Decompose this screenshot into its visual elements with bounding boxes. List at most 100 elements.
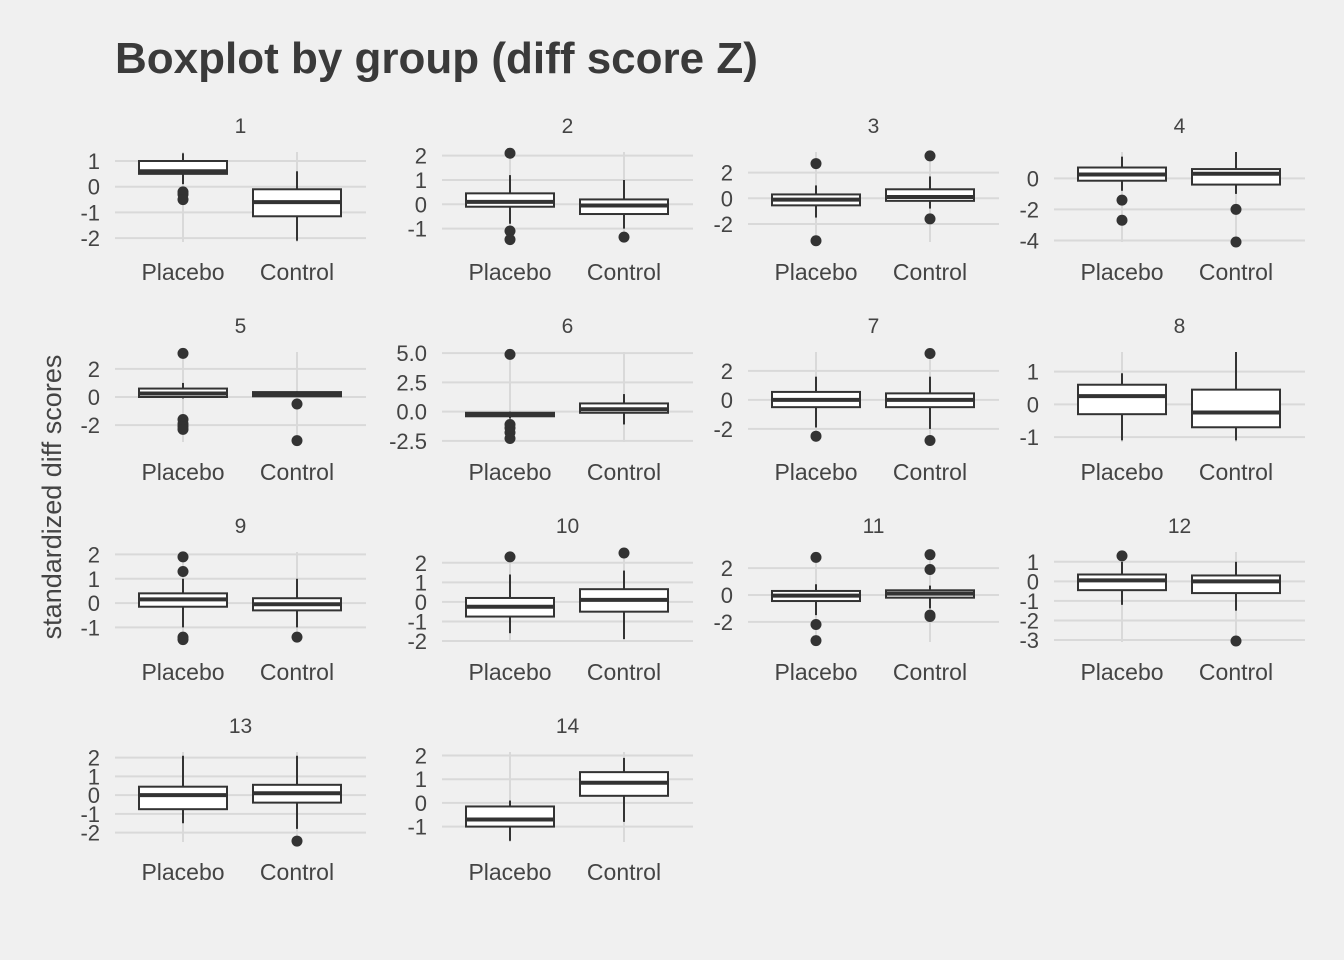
facet-strip-label: 13: [229, 715, 252, 738]
box-placebo: [771, 376, 861, 442]
box-control: [252, 755, 342, 847]
y-tick-label: 1: [1027, 360, 1039, 385]
box-placebo: [771, 158, 861, 247]
facet-panel-14: 14 210-1 Placebo Control: [407, 715, 693, 885]
x-category-label-control: Control: [260, 259, 334, 285]
facet-panel-9: 9 210-1 Placebo Control: [80, 515, 366, 685]
y-tick-label: -2: [407, 629, 427, 654]
box-placebo: [771, 551, 861, 647]
box-control: [1191, 152, 1281, 248]
y-tick-label: -1: [80, 200, 100, 225]
outlier-point: [810, 619, 822, 631]
box-iqr: [1191, 574, 1281, 595]
outlier-point: [618, 231, 630, 243]
box-iqr: [465, 805, 555, 828]
outlier-point: [504, 432, 516, 444]
outlier-point: [1230, 635, 1242, 647]
outlier-point: [291, 398, 303, 410]
y-tick-label: 2: [88, 746, 100, 771]
outlier-point: [924, 150, 936, 162]
outlier-point: [177, 551, 189, 563]
y-tick-label: 2: [721, 359, 733, 384]
y-tick-label: -2: [1019, 197, 1039, 222]
x-category-label-control: Control: [587, 259, 661, 285]
x-category-label-placebo: Placebo: [774, 659, 857, 685]
outlier-point: [1116, 550, 1128, 562]
outlier-point: [924, 563, 936, 575]
facet-strip-label: 6: [562, 315, 574, 338]
y-tick-label: 2.5: [396, 370, 427, 395]
y-tick-label: 1: [415, 570, 427, 595]
outlier-point: [810, 430, 822, 442]
outlier-point: [177, 423, 189, 435]
y-tick-label: -1: [407, 815, 427, 840]
facet-panel-4: 4 0 -2 -4 Placebo Control: [1019, 115, 1305, 285]
box-placebo: [1077, 156, 1167, 226]
y-tick-label: -2: [713, 610, 733, 635]
facet-strip-label: 2: [562, 115, 574, 138]
y-tick-label: -3: [1019, 628, 1039, 653]
outlier-point: [177, 634, 189, 646]
y-tick-label: -2: [713, 212, 733, 237]
box-placebo: [465, 800, 555, 841]
y-tick-label: 2: [415, 551, 427, 576]
y-tick-label: 2: [415, 744, 427, 769]
box-placebo: [465, 551, 555, 634]
y-tick-label: -2: [1019, 608, 1039, 633]
outlier-point: [1230, 203, 1242, 215]
box-control: [579, 757, 669, 822]
facet-panel-7: 7 2 0 -2 Placebo Control: [713, 315, 999, 485]
x-category-label-placebo: Placebo: [1080, 259, 1163, 285]
box-placebo: [1077, 373, 1167, 441]
x-category-label-control: Control: [587, 459, 661, 485]
box-control: [579, 179, 669, 243]
y-tick-label: -1: [80, 802, 100, 827]
outlier-point: [810, 235, 822, 247]
y-tick-label: 0: [415, 590, 427, 615]
y-tick-label: -4: [1019, 228, 1039, 253]
box-placebo: [138, 347, 228, 435]
y-tick-label: 0: [88, 783, 100, 808]
outlier-point: [810, 635, 822, 647]
y-tick-label: 1: [415, 168, 427, 193]
chart-title: Boxplot by group (diff score Z): [115, 34, 758, 83]
y-tick-label: -2: [80, 413, 100, 438]
facet-strip-label: 9: [235, 515, 247, 538]
y-tick-label: 0: [1027, 166, 1039, 191]
facet-panel-3: 3 20-2 Placebo Control: [713, 115, 999, 285]
outlier-point: [291, 435, 303, 447]
y-tick-label: -1: [1019, 589, 1039, 614]
box-control: [1191, 352, 1281, 441]
outlier-point: [504, 234, 516, 246]
x-category-label-placebo: Placebo: [468, 659, 551, 685]
x-category-label-placebo: Placebo: [468, 859, 551, 885]
y-tick-label: 2: [721, 161, 733, 186]
x-category-label-placebo: Placebo: [1080, 659, 1163, 685]
facet-strip-label: 1: [235, 115, 247, 138]
y-tick-label: -2: [80, 821, 100, 846]
x-category-label-placebo: Placebo: [774, 459, 857, 485]
outlier-point: [1230, 236, 1242, 248]
outlier-point: [504, 348, 516, 360]
y-tick-label: -1: [1019, 425, 1039, 450]
y-tick-label: 0: [1027, 392, 1039, 417]
x-category-label-control: Control: [587, 859, 661, 885]
y-tick-label: 1: [88, 567, 100, 592]
facet-strip-label: 8: [1174, 315, 1186, 338]
y-tick-label: 2: [88, 357, 100, 382]
box-control: [252, 171, 342, 241]
outlier-point: [924, 549, 936, 561]
outlier-point: [504, 551, 516, 563]
outlier-point: [924, 610, 936, 622]
facet-strip-label: 3: [868, 115, 880, 138]
facet-strip-label: 4: [1174, 115, 1186, 138]
outlier-point: [177, 565, 189, 577]
facet-strip-label: 10: [556, 515, 579, 538]
box-placebo: [138, 551, 228, 646]
y-tick-label: 1: [88, 764, 100, 789]
box-placebo: [138, 153, 228, 206]
x-category-label-control: Control: [260, 659, 334, 685]
y-tick-label: -2: [713, 417, 733, 442]
outlier-point: [810, 158, 822, 170]
